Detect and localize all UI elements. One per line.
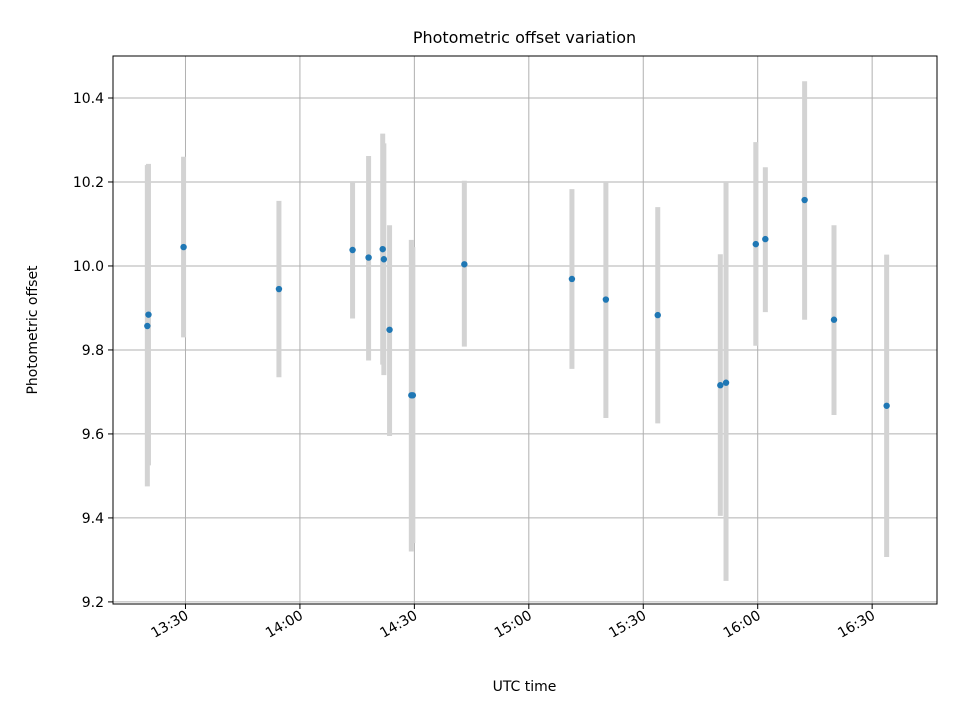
data-point [762, 235, 769, 243]
data-point [380, 256, 388, 263]
y-tick-label: 10.4 [73, 91, 104, 107]
data-point [275, 285, 283, 293]
x-axis-label: UTC time [493, 679, 557, 695]
y-tick-label: 9.6 [82, 427, 104, 443]
data-point [752, 240, 759, 248]
data-point [801, 196, 808, 204]
data-point [602, 296, 610, 303]
y-axis-label: Photometric offset [25, 265, 41, 395]
data-point [461, 261, 468, 268]
data-point [180, 243, 187, 251]
y-axis-ticks: 9.2 9.4 9.6 9.8 10.0 10.2 10.4 [73, 91, 113, 611]
data-point [386, 326, 393, 333]
x-tick-label: 16:00 [721, 608, 764, 642]
data-point [883, 402, 890, 409]
x-tick-label: 14:30 [377, 608, 420, 642]
data-point [409, 392, 417, 399]
data-point [145, 311, 152, 318]
data-point [830, 316, 838, 323]
data-point [717, 382, 724, 389]
plot-frame [112, 55, 938, 605]
x-tick-label: 16:30 [835, 608, 878, 642]
y-tick-label: 10.0 [73, 259, 104, 275]
x-tick-label: 13:30 [149, 608, 192, 642]
x-axis-ticks: 13:30 14:00 14:30 15:00 15:30 16:00 16:30 [149, 604, 878, 642]
x-tick-label: 14:00 [263, 608, 306, 642]
grid [113, 56, 937, 604]
x-tick-label: 15:00 [492, 608, 535, 642]
data-point [365, 254, 372, 261]
data-points [144, 196, 890, 409]
y-tick-label: 9.4 [82, 511, 104, 527]
data-point [568, 275, 576, 283]
data-point [379, 245, 386, 253]
chart-title: Photometric offset variation [413, 28, 636, 47]
y-tick-label: 9.8 [82, 343, 104, 359]
errorbars [144, 81, 890, 581]
data-point [349, 246, 356, 254]
data-point [722, 379, 730, 386]
data-point [144, 322, 151, 330]
y-tick-label: 10.2 [73, 175, 104, 191]
x-tick-label: 15:30 [606, 608, 649, 642]
y-tick-label: 9.2 [82, 595, 104, 611]
data-point [654, 311, 661, 319]
